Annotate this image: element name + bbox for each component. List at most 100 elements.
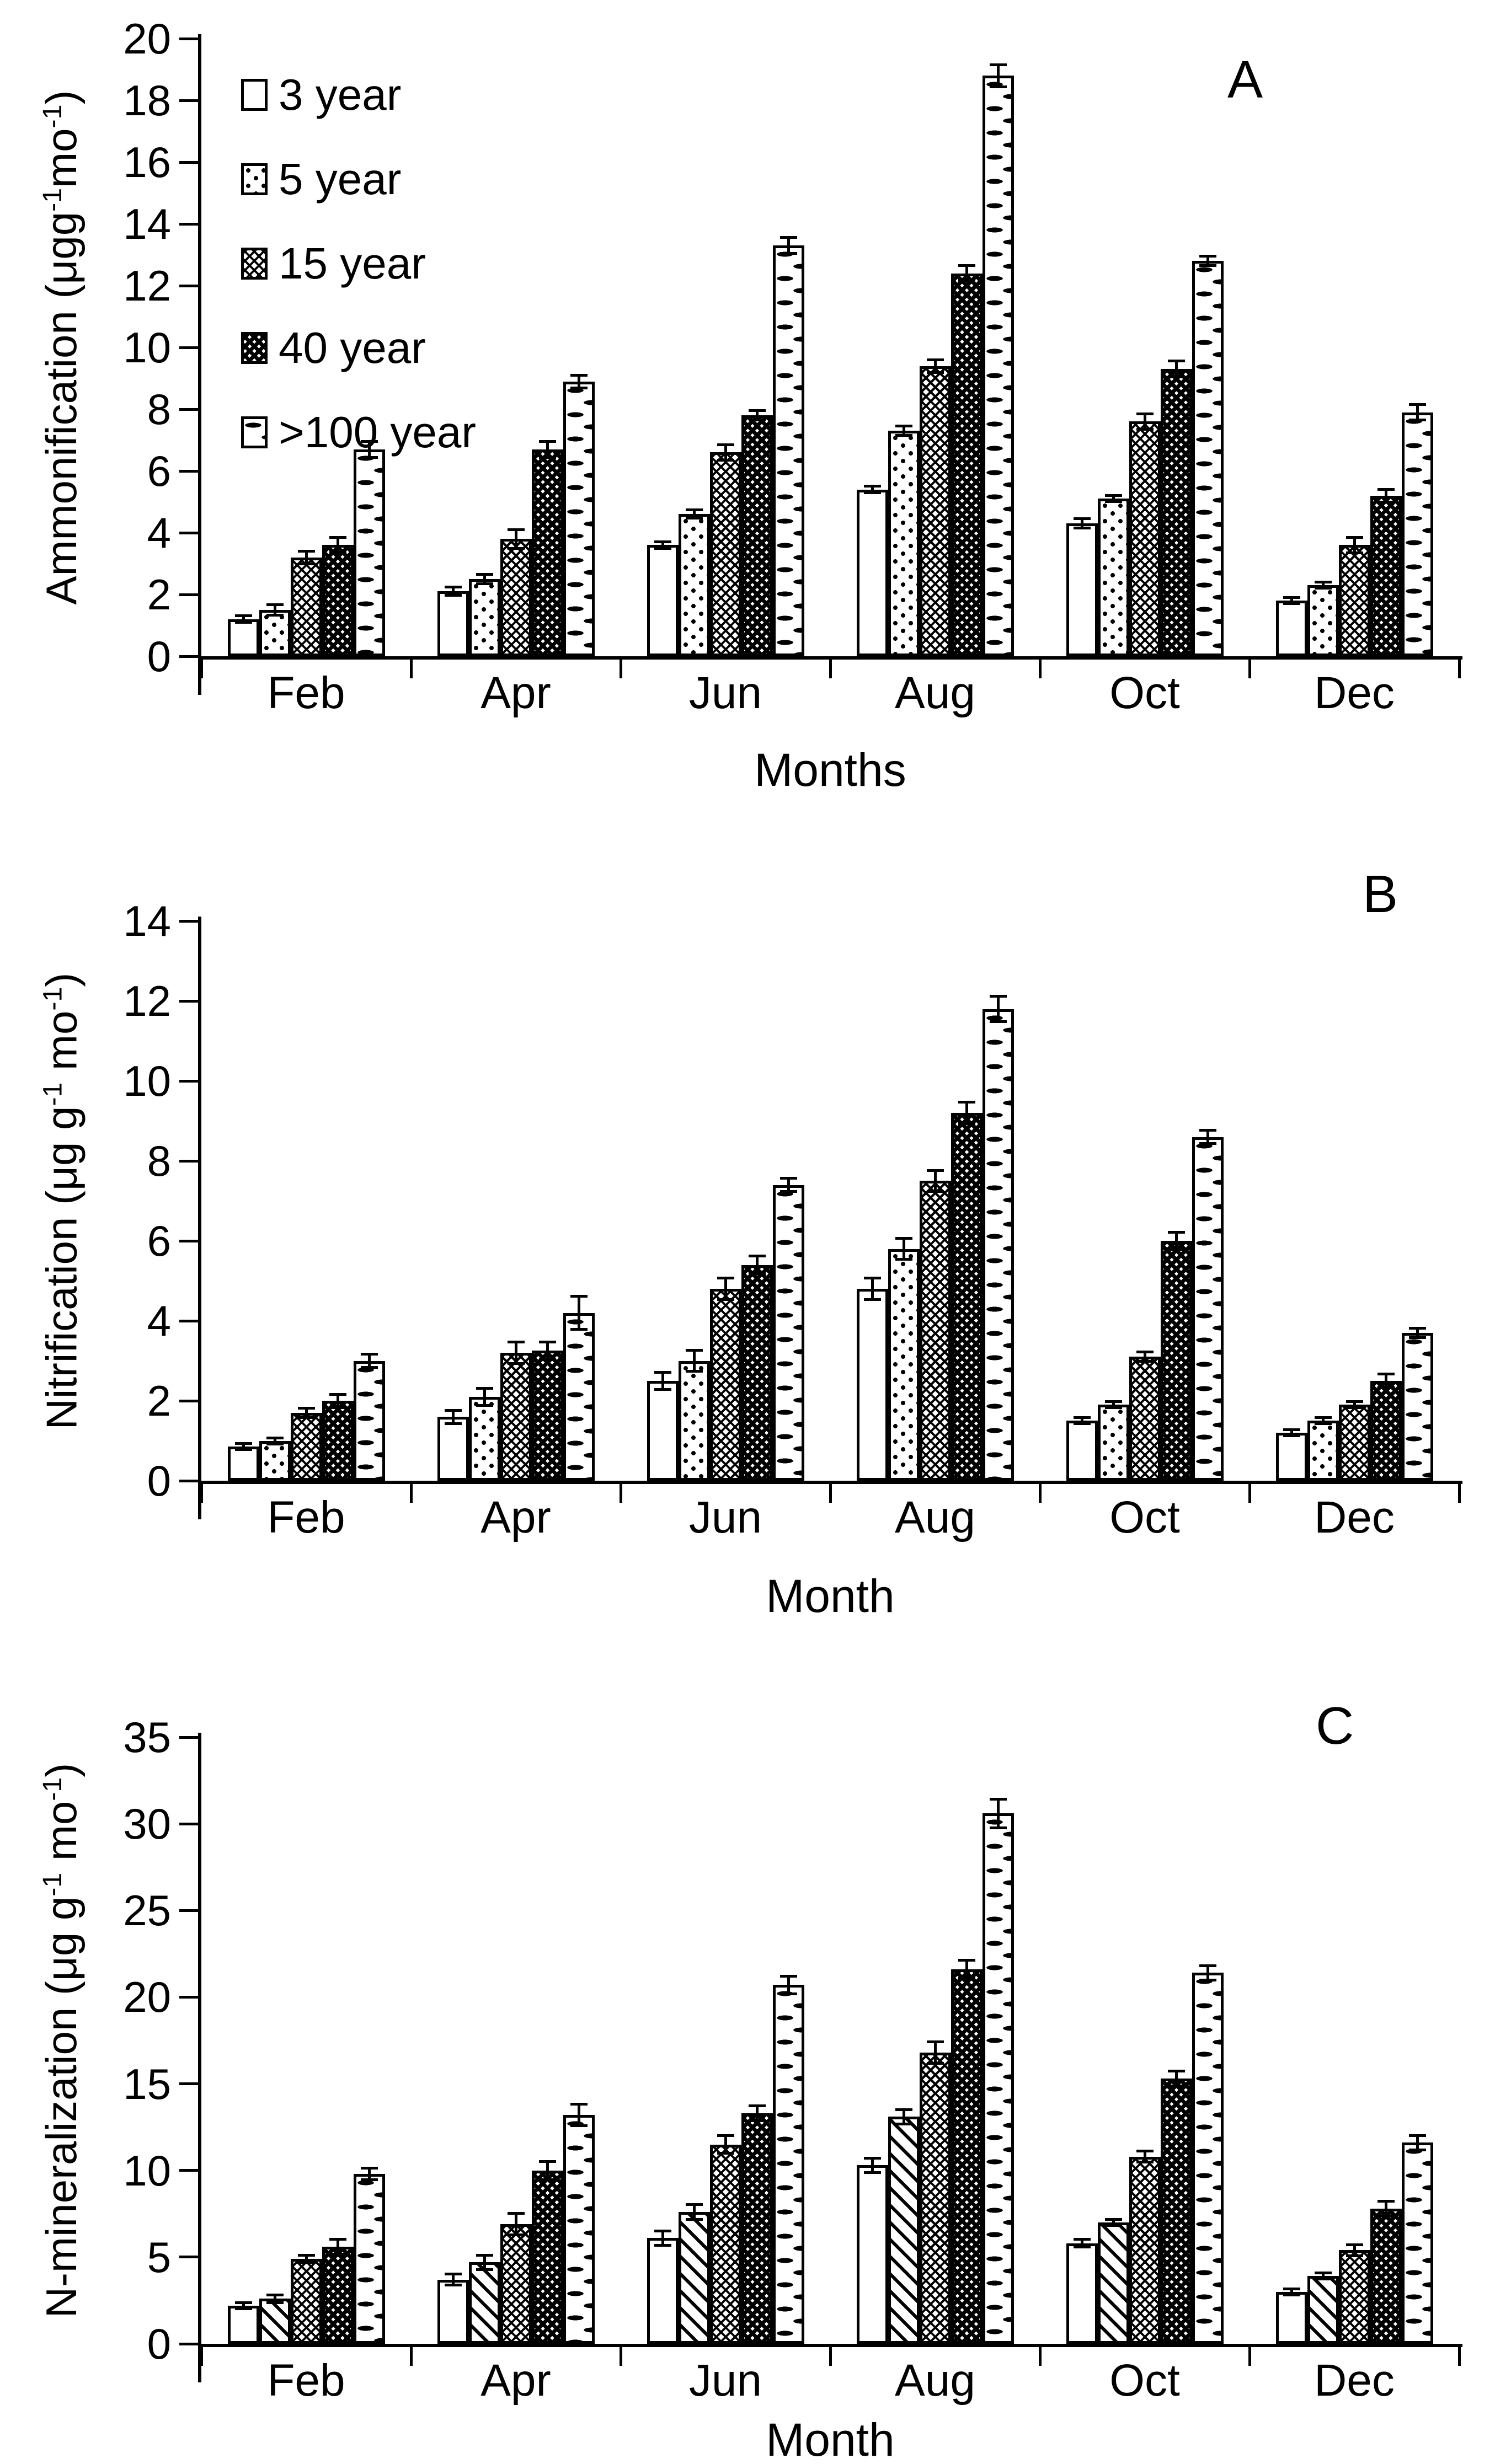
error-bar-cap-top [298,549,315,553]
x-tick [200,2347,203,2366]
error-bar-cap-top [1315,2272,1332,2275]
legend-swatch [241,79,268,111]
bar-C-Oct-15 year [1129,2156,1161,2344]
panel-letter-C: C [1316,1696,1354,1755]
x-tick-label-Aug: Aug [895,668,975,718]
error-bar-cap-top [895,2108,912,2111]
bar-B-Jun-3 year [647,1380,679,1481]
bar-A-Dec-5 year [1307,585,1339,656]
error-bar-cap-top [686,508,703,512]
y-tick [179,284,198,287]
error-bar-cap-top [1377,2200,1395,2203]
bar-A-Jun-40 year [741,415,773,656]
bar-B-Feb-3 year [228,1447,259,1481]
error-bar-cap-top [445,586,462,589]
error-bar-cap-top [235,614,252,618]
bar-B-Apr-15 year [500,1353,532,1481]
error-bar-cap-top [749,1255,766,1258]
x-tick [829,1484,832,1503]
error-bar-cap-top [1168,360,1185,363]
x-tick [829,2347,832,2366]
bar-B-Feb-15 year [291,1412,322,1481]
bar-B-Apr-5 year [469,1396,500,1481]
x-tick [1457,2347,1461,2366]
error-bar-cap-top [1074,517,1091,520]
bar-A-Aug-40 year [951,273,983,656]
x-tick [1248,1484,1251,1503]
y-tick-label: 6 [147,447,171,495]
y-tick [179,531,198,534]
error-bar-cap-top [1409,2134,1426,2137]
y-tick-label: 8 [147,1137,171,1185]
bar-A-Feb-15 year [291,557,322,656]
error-bar-cap-top [1346,1400,1363,1404]
y-tick-label: 20 [123,1973,171,2022]
bar-C-Aug->100 year [983,1813,1014,2344]
y-tick [179,160,198,164]
x-tick-label-Apr: Apr [480,668,551,718]
y-axis-line [198,34,201,695]
x-tick-label-Aug: Aug [895,2355,975,2406]
x-tick [1248,2347,1251,2366]
error-bar-cap-top [1283,1428,1300,1431]
bar-C-Apr-40 year [532,2170,563,2344]
bar-B-Aug->100 year [983,1009,1014,1481]
y-tick-label: 2 [147,570,171,619]
y-tick [179,1239,198,1242]
error-bar-cap-top [1377,488,1395,491]
x-tick-label-Jun: Jun [688,1492,762,1542]
legend-swatch [241,416,268,448]
y-tick-label: 6 [147,1217,171,1265]
bar-C-Dec-40 year [1370,2208,1402,2344]
bar-C-Jun-3 year [647,2238,679,2344]
bar-C-Jun-15 year [710,2144,741,2344]
bar-C-Aug-5 year [888,2117,920,2344]
error-bar-cap-top [476,572,493,576]
error-bar-cap-top [266,2293,284,2296]
bar-B-Aug-5 year [888,1249,920,1481]
error-bar-cap-top [1074,2238,1091,2241]
error-bar-cap-top [686,2203,703,2206]
bar-A-Oct-3 year [1066,523,1098,656]
panel-letter-A: A [1227,50,1263,109]
x-tick-label-Oct: Oct [1109,2355,1180,2406]
error-bar-cap-top [927,1169,944,1172]
error-bar-cap-top [958,1101,975,1104]
bar-B-Apr-40 year [532,1351,563,1481]
legend-swatch [241,163,268,195]
bar-A-Aug-15 year [920,366,951,656]
bar-B-Aug-40 year [951,1113,983,1481]
error-bar-cap-top [508,1341,525,1344]
y-axis-title-text: ) [37,1763,86,1777]
y-tick-label: 0 [147,1456,171,1505]
error-bar-cap-top [539,440,556,443]
y-tick-label: 2 [147,1376,171,1425]
x-tick [409,1484,413,1503]
bar-A-Oct-40 year [1161,369,1192,656]
bar-A-Feb-5 year [259,610,291,656]
y-tick-label: 4 [147,1297,171,1345]
bar-C-Jun-40 year [741,2113,773,2344]
panel-letter-B: B [1363,865,1398,924]
y-tick [179,1079,198,1083]
bar-B-Feb-5 year [259,1440,291,1481]
bar-B-Aug-3 year [857,1289,888,1481]
error-bar-cap-top [508,2212,525,2215]
error-bar-cap-top [1315,1416,1332,1420]
error-bar-cap-top [780,1177,797,1180]
bar-A-Apr-3 year [437,591,469,656]
x-tick-label-Oct: Oct [1109,668,1180,718]
y-tick-label: 10 [123,323,171,372]
y-axis-line [198,917,201,1519]
error-bar-cap-top [1315,581,1332,584]
y-tick-label: 0 [147,2320,171,2368]
y-tick [179,222,198,226]
y-axis-line [198,1733,201,2382]
x-tick [1248,660,1251,678]
y-tick-label: 10 [123,2146,171,2195]
bar-B-Dec-15 year [1339,1405,1370,1481]
x-tick-label-Dec: Dec [1314,1492,1395,1542]
bar-A-Feb-40 year [322,545,354,656]
error-bar-cap-top [864,485,881,488]
